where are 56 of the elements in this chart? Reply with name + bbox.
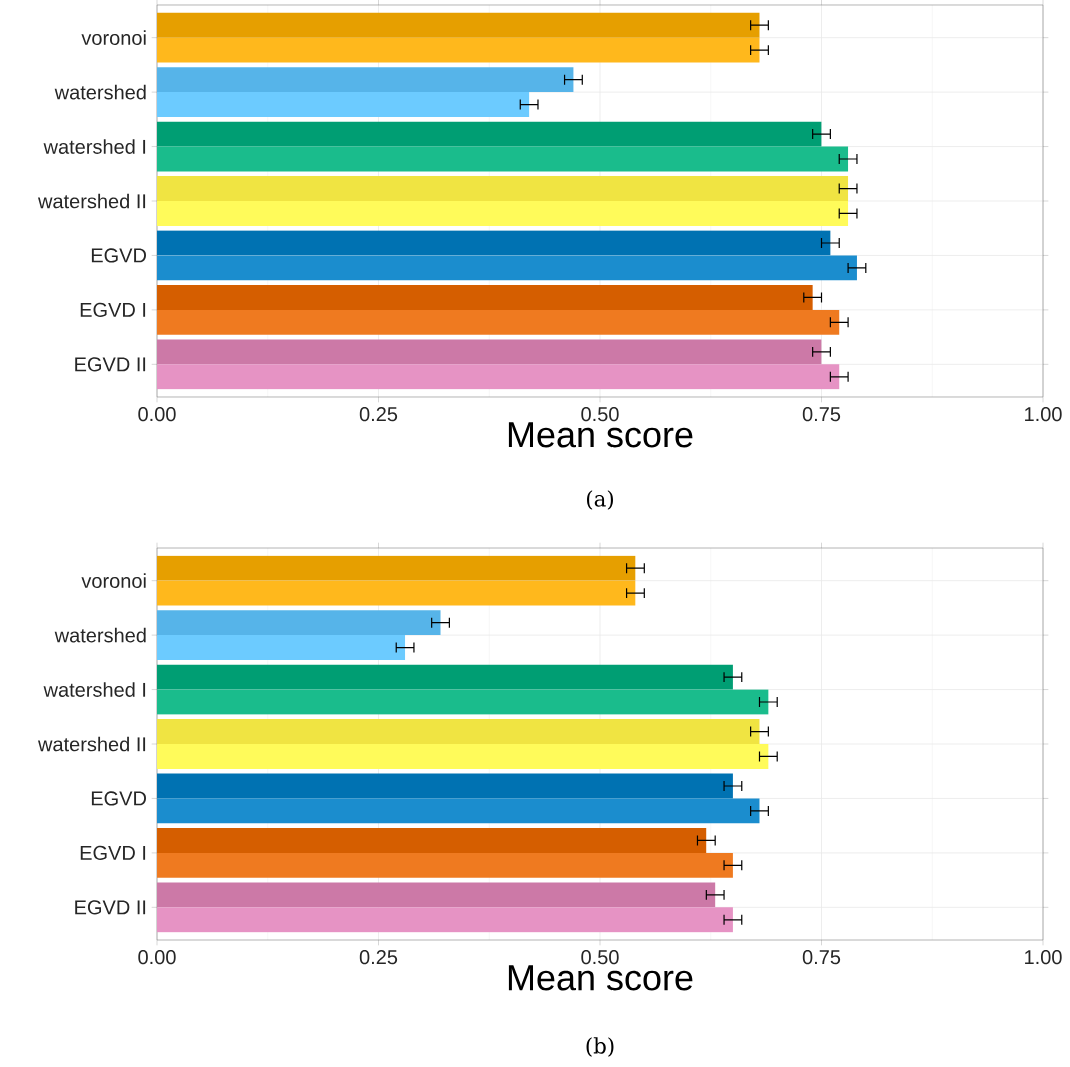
y-tick-label: EGVD II (75, 357, 146, 372)
bar (157, 364, 840, 390)
bar (157, 555, 636, 581)
bar (157, 176, 849, 201)
x-tick-label: 1.00 (1025, 950, 1062, 965)
x-tick-label: 0.75 (802, 950, 841, 965)
x-axis-title: Mean score (508, 965, 693, 991)
x-tick-label: 0.00 (138, 950, 176, 965)
bar (157, 773, 733, 799)
text: (a) (587, 490, 613, 510)
bar (157, 37, 760, 63)
bar (157, 798, 760, 824)
bar (157, 719, 760, 744)
x-tick-label: 0.25 (359, 407, 398, 422)
x-tick-label: 0.75 (802, 407, 841, 422)
y-tick-label: EGVD I (80, 845, 146, 860)
bar (157, 309, 840, 335)
x-tick-label: 1.00 (1025, 407, 1062, 422)
bar (157, 744, 769, 769)
bar (157, 339, 822, 365)
x-tick-label: 0.00 (138, 407, 176, 422)
bar (157, 146, 849, 172)
bar (157, 907, 733, 933)
bar (157, 230, 831, 256)
y-tick-label: EGVD II (75, 900, 146, 915)
y-tick-label: watershed II (37, 736, 146, 752)
y-tick-label: watershed I (43, 139, 146, 154)
bar (157, 67, 574, 93)
bar (157, 580, 636, 606)
bar (157, 610, 441, 636)
x-axis-title: Mean score (508, 422, 693, 448)
y-tick-label: watershed II (37, 193, 146, 209)
bar (157, 827, 707, 853)
bar (157, 201, 849, 226)
bar (157, 284, 813, 310)
bar (157, 852, 733, 878)
x-tick-label: 0.25 (359, 950, 398, 965)
y-tick-label: watershed I (43, 682, 146, 697)
y-tick-label: watershed (54, 84, 146, 100)
bar (157, 882, 716, 908)
bar (157, 689, 769, 715)
y-tick-label: voronoi (81, 573, 146, 589)
y-tick-label: EGVD I (80, 302, 146, 317)
bar (157, 92, 530, 118)
y-tick-label: EGVD (91, 791, 147, 806)
bar (157, 664, 733, 690)
y-tick-label: EGVD (91, 248, 147, 263)
y-tick-label: watershed (54, 627, 146, 643)
bar (157, 255, 857, 281)
x-tick-label: 0.50 (581, 407, 619, 422)
x-tick-label: 0.50 (581, 950, 619, 965)
text: (b) (586, 1037, 614, 1057)
bar (157, 635, 406, 661)
y-tick-label: voronoi (81, 30, 146, 45)
bar (157, 12, 760, 38)
bar (157, 121, 822, 147)
